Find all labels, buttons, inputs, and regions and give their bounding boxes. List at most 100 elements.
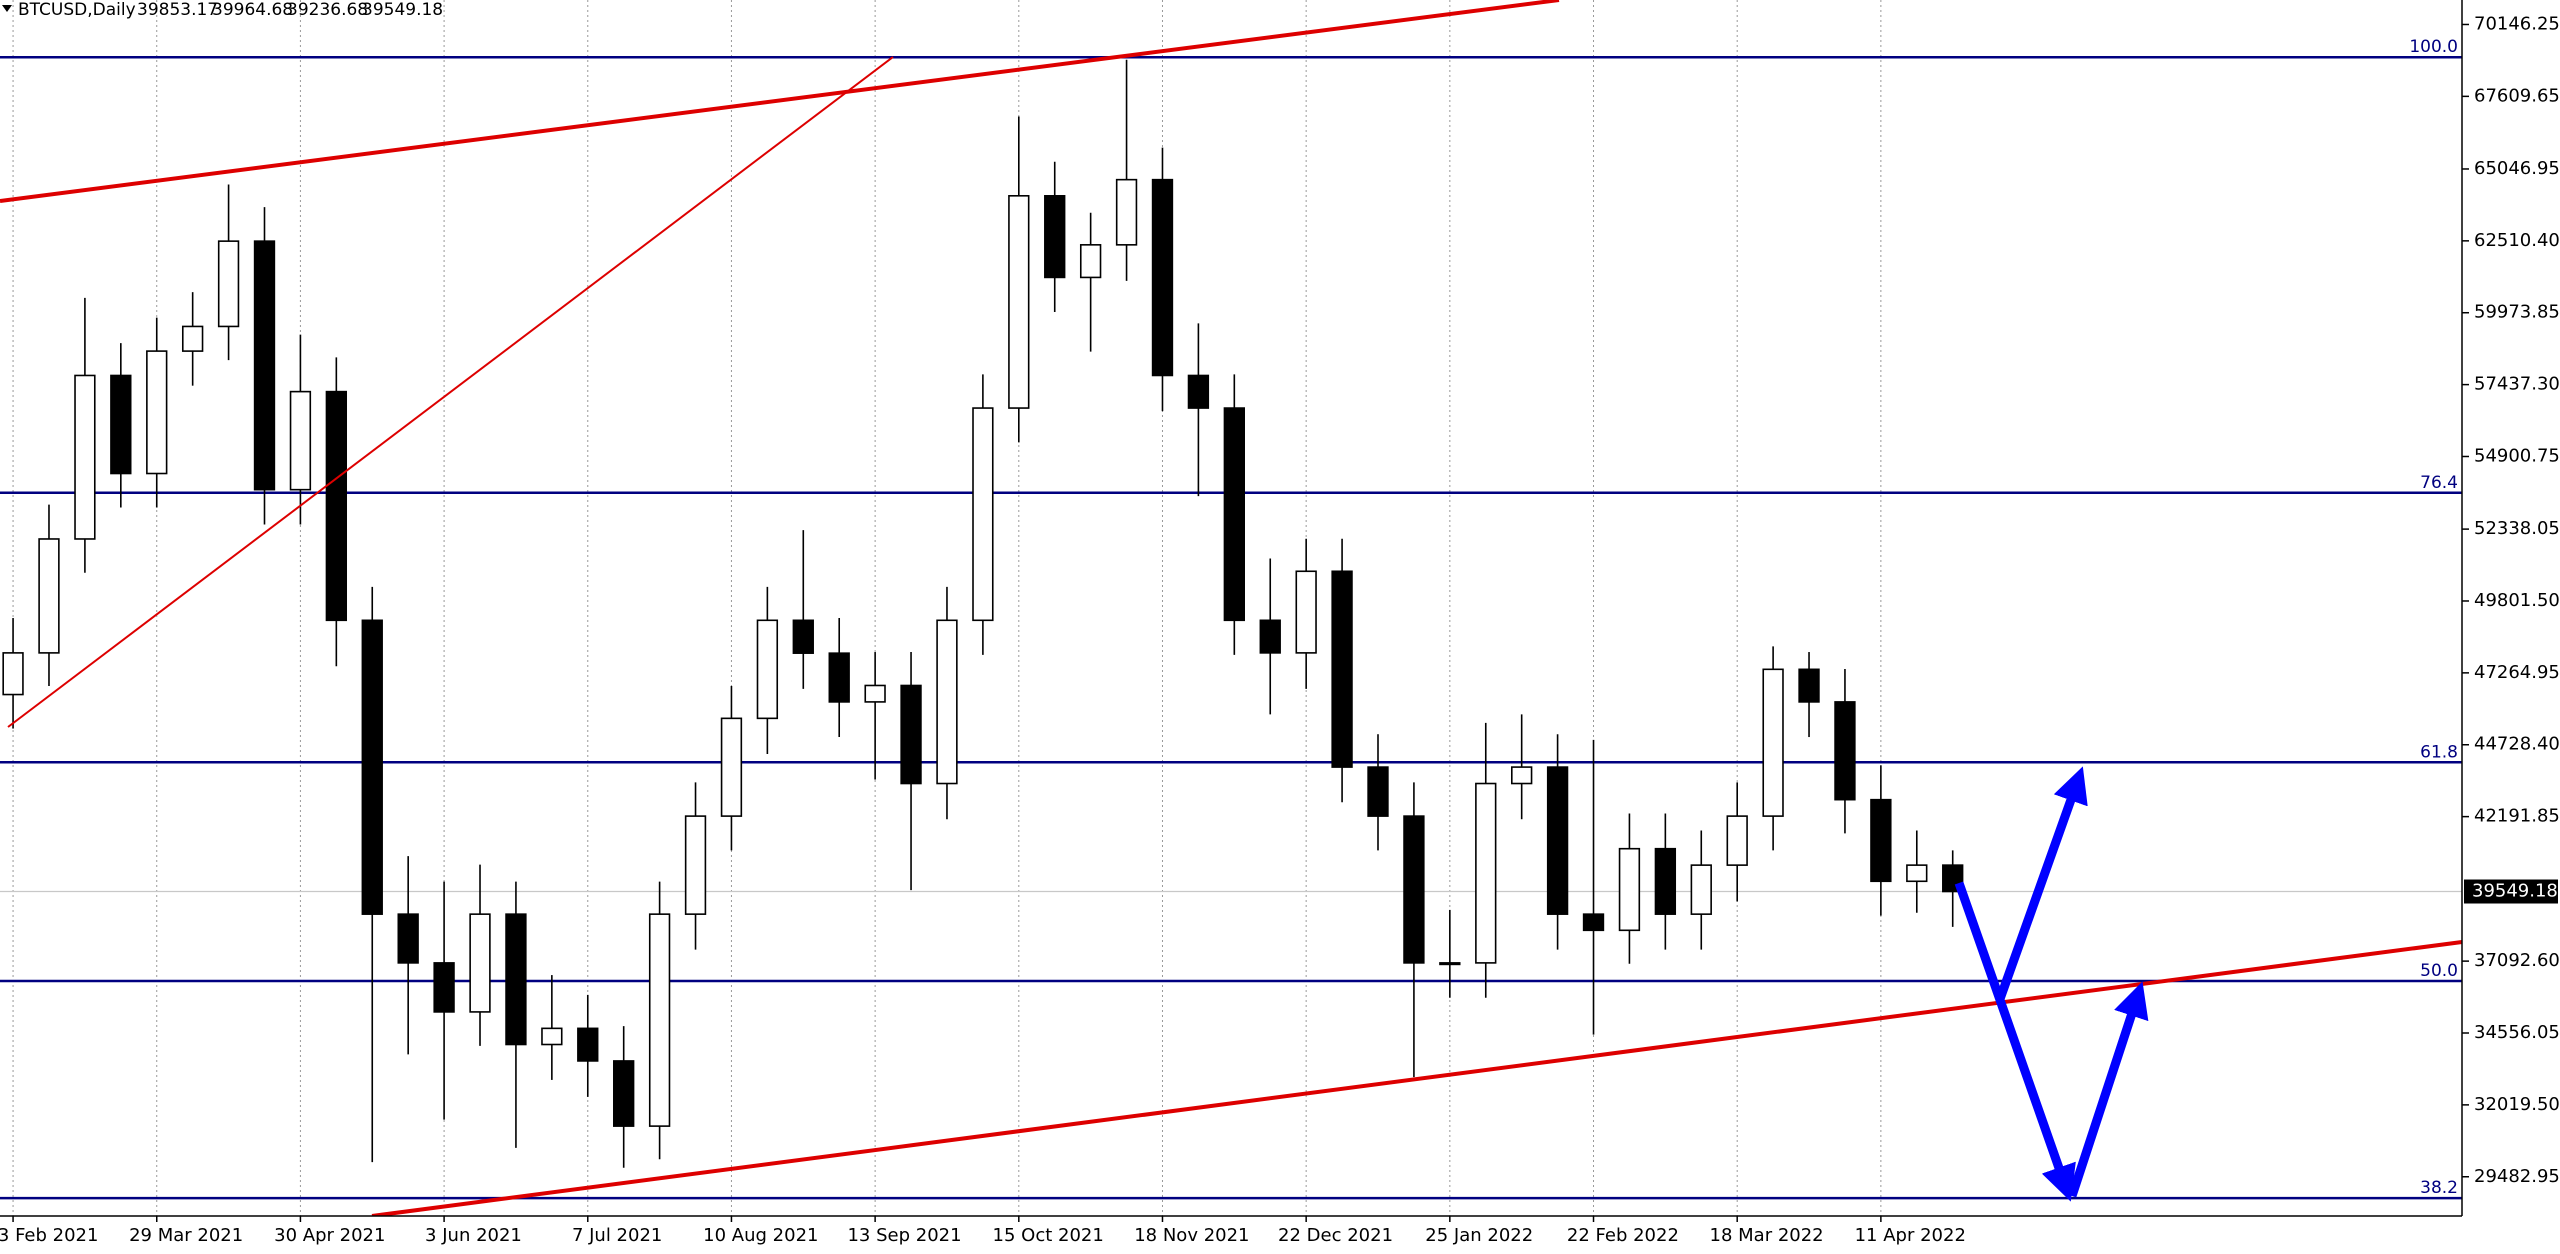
y-tick-label: 59973.85 [2474,302,2560,323]
y-tick-label: 70146.25 [2474,13,2560,34]
y-tick-label: 34556.05 [2474,1022,2560,1043]
candle-body [2,652,24,696]
high-value: 39964.68 [212,0,293,20]
candle-body [1690,864,1712,915]
trendline [7,56,894,728]
candle-body [1187,374,1210,409]
y-tick-label: 42191.85 [2474,806,2560,827]
y-tick-label: 47264.95 [2474,662,2560,683]
price-axis-area [2462,0,2560,1254]
x-tick-label: 11 Apr 2022 [1855,1225,1966,1246]
candle-body [1906,864,1928,883]
open-value: 39853.17 [137,0,218,20]
candle-body [1439,962,1461,966]
y-tick-label: 52338.05 [2474,518,2560,539]
candle-body [720,717,743,817]
candle-body [828,652,850,703]
candle-body [1044,195,1066,279]
candle-body [38,538,60,654]
candle-body [253,240,276,491]
candle-body [1295,570,1317,654]
candle-body [1798,668,1820,703]
candle-body [1115,178,1138,246]
candle-body [74,374,96,540]
y-tick-label: 62510.40 [2474,230,2560,251]
candle-body [1079,244,1102,279]
x-tick-label: 18 Mar 2022 [1710,1225,1824,1246]
candle-body [541,1027,563,1046]
candle-body [792,619,814,654]
candle-body [1367,766,1389,817]
trendline [0,0,1560,203]
candle-body [433,962,455,1013]
candle-body [1510,766,1533,785]
y-tick-label: 67609.65 [2474,85,2560,106]
level-label: 100.0 [2409,37,2458,57]
candle-body [397,913,419,964]
x-tick-label: 22 Dec 2021 [1278,1225,1393,1246]
x-tick-label: 18 Nov 2021 [1134,1225,1249,1246]
candles [2,59,1964,1168]
level-label: 38.2 [2420,1178,2458,1198]
arrow [1995,766,2088,1001]
x-tick-label: 30 Apr 2021 [274,1225,385,1246]
close-value: 39549.18 [362,0,443,20]
y-tick-label: 32019.50 [2474,1094,2560,1115]
candle-body [361,619,383,915]
arrow [2067,981,2149,1198]
candle-body [648,913,671,1127]
candle-body [469,913,491,1013]
y-tick-label: 44728.40 [2474,734,2560,755]
candle-body [1834,701,1856,801]
x-tick-label: 7 Jul 2021 [572,1225,662,1246]
menu-triangle [2,5,12,12]
candle-body [1870,798,1892,883]
x-tick-label: 22 Feb 2022 [1567,1225,1679,1246]
level-label: 61.8 [2420,742,2458,762]
candle-body [1582,913,1605,932]
candle-body [684,815,707,915]
candle-body [1223,407,1245,622]
candle-body [900,684,922,785]
candle-body [864,684,886,703]
candle-body [1259,619,1281,654]
candle-body [613,1060,635,1127]
candle-body [1762,668,1784,817]
candle-body [325,390,348,622]
y-tick-label: 57437.30 [2474,374,2560,395]
candle-body [146,350,168,475]
x-tick-label: 10 Aug 2021 [703,1225,818,1246]
candle-body [1151,178,1174,377]
y-tick-label: 37092.60 [2474,950,2560,971]
x-tick-label: 3 Jun 2021 [425,1225,522,1246]
candle-body [1475,782,1497,964]
arrow [1954,881,2076,1202]
header: BTCUSD,Daily 39853.17 39964.68 39236.68 … [2,0,443,20]
candle-body [1654,847,1677,915]
x-tick-label: 25 Jan 2022 [1425,1225,1533,1246]
last-price-label: 39549.18 [2472,881,2558,902]
level-label: 76.4 [2420,473,2458,493]
last-price-tag [2464,879,2558,904]
candle-body [1618,847,1641,932]
trendlines [0,0,2463,1218]
trendline [371,940,2463,1218]
candle-body [181,325,204,352]
y-tick-label: 65046.95 [2474,158,2560,179]
candle-body [1546,766,1569,915]
candle-body [1331,570,1353,768]
candle-body [505,913,527,1046]
candle-body [936,619,958,785]
candle-body [1403,815,1425,964]
grid [0,0,2462,1216]
levels: 100.0 76.4 61.8 50.0 38.2 [0,37,2462,1200]
candle-body [756,619,779,720]
low-value: 39236.68 [287,0,368,20]
x-tick-label: 13 Sep 2021 [847,1225,961,1246]
candle-body [110,374,132,475]
y-tick-label: 54900.75 [2474,445,2560,466]
symbol: BTCUSD,Daily [18,0,136,20]
